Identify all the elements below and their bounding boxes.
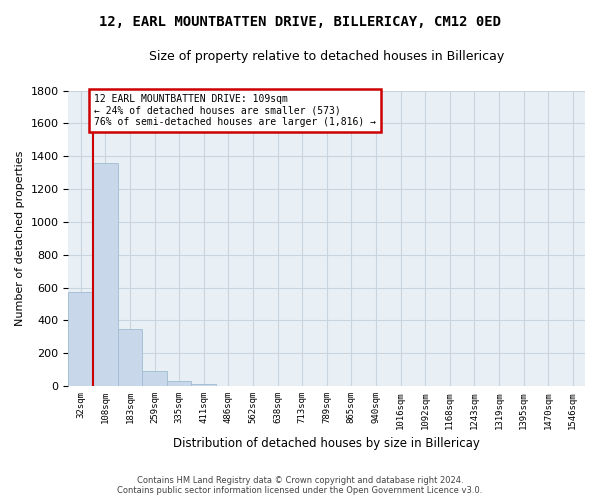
Bar: [118, 328, 142, 386]
Bar: [68, 292, 93, 386]
Title: Size of property relative to detached houses in Billericay: Size of property relative to detached ho…: [149, 50, 505, 63]
Bar: [191, 384, 216, 386]
Text: Contains HM Land Registry data © Crown copyright and database right 2024.
Contai: Contains HM Land Registry data © Crown c…: [118, 476, 482, 495]
X-axis label: Distribution of detached houses by size in Billericay: Distribution of detached houses by size …: [173, 437, 480, 450]
Y-axis label: Number of detached properties: Number of detached properties: [15, 150, 25, 326]
Text: 12 EARL MOUNTBATTEN DRIVE: 109sqm
← 24% of detached houses are smaller (573)
76%: 12 EARL MOUNTBATTEN DRIVE: 109sqm ← 24% …: [94, 94, 376, 127]
Bar: [142, 372, 167, 386]
Bar: [167, 382, 191, 386]
Bar: [93, 163, 118, 386]
Text: 12, EARL MOUNTBATTEN DRIVE, BILLERICAY, CM12 0ED: 12, EARL MOUNTBATTEN DRIVE, BILLERICAY, …: [99, 15, 501, 29]
